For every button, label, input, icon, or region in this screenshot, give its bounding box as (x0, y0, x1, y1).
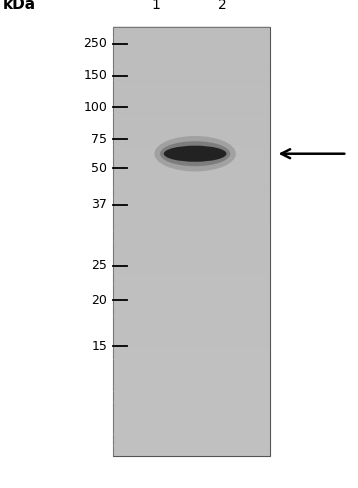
Bar (113, 187, 270, 199)
Text: 25: 25 (92, 260, 107, 272)
Ellipse shape (160, 141, 230, 166)
Ellipse shape (154, 136, 236, 171)
Text: 100: 100 (83, 101, 107, 114)
Bar (113, 112, 270, 123)
Bar (113, 381, 270, 392)
Text: 75: 75 (91, 133, 107, 145)
Bar (113, 91, 270, 102)
Bar (113, 123, 270, 134)
Bar (113, 305, 270, 317)
Bar (113, 338, 270, 349)
Bar (113, 144, 270, 156)
Bar (113, 370, 270, 381)
Bar (113, 359, 270, 370)
Text: 2: 2 (218, 0, 226, 12)
Bar (113, 69, 270, 81)
Bar (113, 316, 270, 327)
Bar (113, 263, 270, 274)
Text: kDa: kDa (3, 0, 36, 12)
Bar (113, 155, 270, 166)
Bar (113, 37, 270, 48)
Text: 250: 250 (83, 38, 107, 50)
Text: 20: 20 (92, 294, 107, 306)
Bar (113, 413, 270, 424)
Bar (113, 177, 270, 188)
Bar (113, 402, 270, 413)
Bar (113, 102, 270, 113)
Bar (113, 273, 270, 285)
Bar (113, 434, 270, 446)
Bar (113, 26, 270, 38)
Text: 1: 1 (151, 0, 160, 12)
Bar (113, 241, 270, 252)
Bar (113, 230, 270, 242)
Bar (113, 59, 270, 70)
Bar (113, 48, 270, 59)
Bar (113, 220, 270, 231)
Bar (113, 27, 270, 456)
Bar (113, 295, 270, 306)
Text: 15: 15 (92, 340, 107, 353)
Bar (113, 424, 270, 435)
Text: 150: 150 (83, 69, 107, 82)
Bar (113, 252, 270, 263)
Bar (113, 80, 270, 91)
Bar (113, 209, 270, 220)
Text: 50: 50 (91, 162, 107, 175)
Bar (113, 284, 270, 295)
Bar (113, 327, 270, 338)
Bar (113, 445, 270, 456)
Text: 37: 37 (92, 199, 107, 211)
Bar (113, 166, 270, 177)
Bar (113, 391, 270, 403)
Bar (113, 134, 270, 145)
Bar (113, 198, 270, 209)
Ellipse shape (164, 145, 227, 162)
Bar (113, 348, 270, 360)
